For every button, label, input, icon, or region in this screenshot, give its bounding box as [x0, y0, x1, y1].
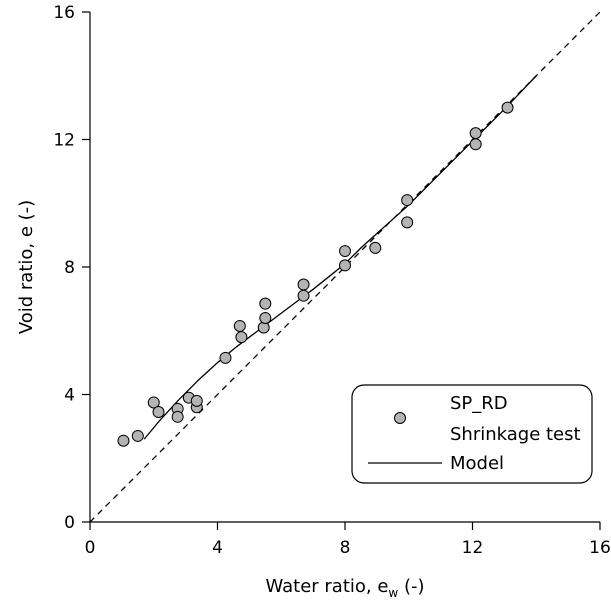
tick-labels: 0 4 8 12 16 0 4 8 12 16 — [53, 3, 610, 558]
legend-box — [351, 384, 593, 484]
data-point — [147, 396, 160, 409]
y-tick-label: 16 — [53, 3, 75, 23]
legend-label-model: Model — [450, 453, 504, 474]
data-point — [369, 241, 382, 254]
x-tick-label: 4 — [212, 538, 223, 558]
data-point — [259, 312, 272, 324]
data-point — [469, 127, 482, 140]
data-point — [117, 434, 130, 447]
y-axis-label: Void ratio, e (-) — [16, 200, 37, 334]
data-point — [297, 278, 310, 291]
data-point — [339, 259, 351, 272]
data-point — [469, 138, 482, 151]
data-point — [190, 394, 203, 407]
plot-area — [90, 12, 600, 522]
legend-marker-scatter — [394, 412, 406, 424]
data-point — [171, 410, 184, 423]
x-axis-label: Water ratio, ew (-) — [265, 576, 424, 600]
data-point — [501, 101, 514, 114]
legend-label-shrinkage-test: Shrinkage test — [450, 424, 581, 445]
data-point — [131, 429, 144, 442]
x-tick-label: 12 — [462, 538, 484, 558]
x-tick-label: 16 — [589, 538, 611, 558]
data-point — [339, 245, 351, 258]
data-point — [401, 216, 414, 229]
data-point — [152, 406, 165, 419]
y-tick-label: 4 — [64, 386, 75, 406]
data-point — [219, 351, 232, 364]
data-point — [235, 331, 248, 344]
legend-label-sp-rd: SP_RD — [450, 393, 508, 414]
data-point — [259, 297, 272, 310]
y-tick-label: 12 — [53, 131, 75, 151]
axes — [82, 11, 601, 530]
data-point — [297, 289, 310, 302]
y-tick-label: 8 — [64, 258, 75, 278]
data-point — [401, 194, 414, 207]
data-point — [233, 319, 246, 332]
legend: SP_RD Shrinkage test Model — [351, 384, 593, 484]
x-tick-label: 0 — [85, 538, 96, 558]
y-tick-label: 0 — [64, 513, 75, 533]
x-tick-label: 8 — [340, 538, 351, 558]
model-line — [143, 75, 537, 440]
